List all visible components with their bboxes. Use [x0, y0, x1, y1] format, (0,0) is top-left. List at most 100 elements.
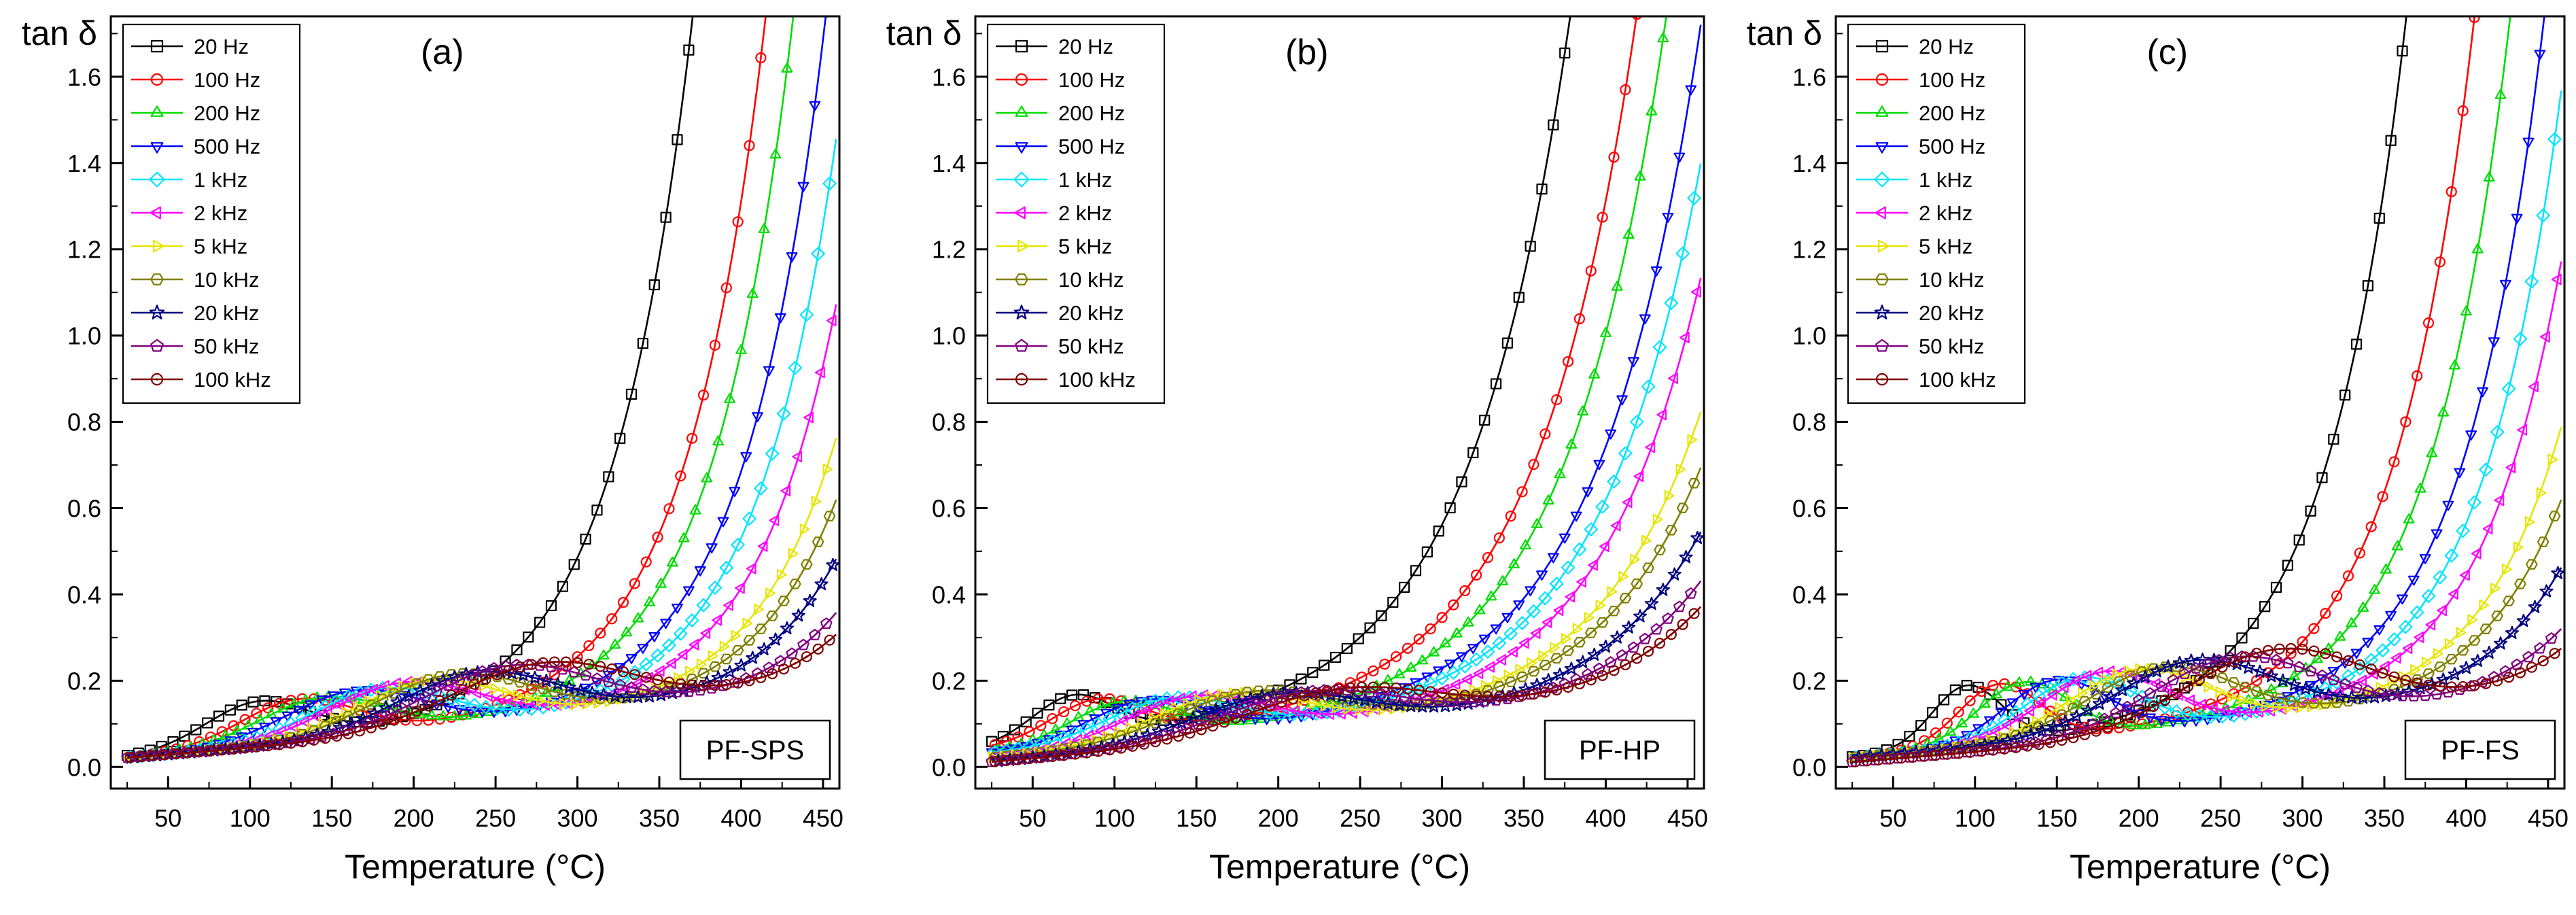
panel-a-series-5khz-point: [719, 640, 730, 653]
panel-c-legend-entry-100khz-label: 100 kHz: [1919, 368, 1996, 392]
panel-a-series-100hz-point: [697, 390, 710, 401]
panel-a-series-100khz-point-dot: [129, 756, 132, 759]
panel-c-series-100khz-point-dot: [2462, 685, 2465, 688]
panel-c-series-100khz-point-dot: [2335, 655, 2338, 658]
panel-a-series-1khz-point: [811, 247, 825, 261]
panel-a-series-100khz-point-dot: [278, 743, 281, 746]
panel-c-series-20khz: [1851, 566, 2564, 763]
panel-c-series-5khz-point: [2513, 541, 2524, 553]
panel-a-series-20khz-point: [826, 557, 839, 571]
panel-c-series-100hz-point: [2412, 370, 2423, 381]
panel-a-series-group: [121, 16, 839, 765]
panel-c-series-2khz-point: [2242, 706, 2252, 719]
panel-a-series-20khz-point: [814, 577, 829, 591]
panel-c-series-100khz-point: [2377, 668, 2388, 679]
panel-a-series-5khz-point: [502, 686, 512, 698]
panel-b-series-20hz-point: [1376, 610, 1387, 621]
panel-c-series-20khz-point: [2115, 683, 2129, 696]
panel-c-series-100khz-point-dot: [2187, 685, 2189, 688]
panel-c-series-20hz-point: [2282, 559, 2293, 571]
panel-a-series-100khz-point-dot: [633, 673, 636, 676]
panel-c-legend-entry-100khz-marker-dot: [1881, 378, 1883, 381]
panel-a-series-2khz-point: [700, 627, 711, 639]
panel-a-series-20hz-point: [591, 504, 603, 516]
panel-a-series-2khz-point: [311, 710, 321, 722]
panel-c-series-100khz-point-dot: [2060, 739, 2064, 742]
panel-a-series-20hz-point: [213, 710, 225, 722]
panel-c-series-20hz-point: [2259, 601, 2271, 612]
panel-b-series-100hz-point: [1081, 695, 1092, 707]
panel-b-series-5khz-point: [1137, 717, 1147, 729]
panel-c-series-20khz-point: [2413, 681, 2428, 695]
panel-c-series-10khz-point: [2456, 645, 2469, 656]
panel-c-series-20hz-point: [1972, 681, 1984, 693]
panel-a-series-200hz-point: [781, 62, 793, 73]
panel-c-ytick-label-0.2: 0.2: [1792, 667, 1826, 695]
panel-c-series-100khz-point: [2537, 655, 2549, 667]
panel-a-series-20khz-point: [230, 741, 244, 755]
panel-c-series-1khz-point: [2341, 669, 2356, 683]
panel-a-series-50khz-point: [637, 683, 649, 695]
panel-b-series-100hz-point: [1368, 665, 1379, 677]
panel-b-series-2khz-point: [1095, 725, 1105, 737]
panel-b-legend-entry-500hz: 500 Hz: [996, 135, 1125, 158]
panel-c-series-100khz-point-dot: [2038, 743, 2040, 746]
panel-b-series-100khz-point: [1402, 683, 1414, 695]
panel-b-series-2khz-point: [1622, 496, 1633, 508]
panel-b-series-5khz-point: [1206, 691, 1216, 703]
panel-c-series-100khz-point: [2469, 680, 2480, 691]
panel-a-series-100khz-point: [732, 677, 744, 689]
panel-b-series-50khz-point: [1261, 693, 1273, 706]
panel-b-series-20hz-point: [1032, 708, 1043, 719]
panel-c-series-5khz-point: [2250, 697, 2260, 710]
panel-c-legend-entry-100hz-label: 100 Hz: [1919, 68, 1985, 92]
panel-b-series-100khz-point: [1368, 681, 1379, 693]
panel-b-legend-entry-2khz: 2 kHz: [996, 201, 1112, 225]
panel-b-series-5khz-point: [1126, 722, 1136, 734]
panel-a-series-20hz-point: [683, 44, 695, 56]
panel-a-legend-entry-1khz: 1 kHz: [131, 168, 247, 192]
panel-a-series-100khz-point: [480, 674, 491, 685]
panel-b-series-2khz-point: [1473, 668, 1484, 679]
panel-c-series-10khz-point: [2262, 689, 2274, 701]
panel-c-series-200hz-point: [2357, 602, 2369, 612]
panel-a-series-100khz-point-dot: [415, 710, 419, 712]
panel-b-series-20khz-point: [1003, 753, 1017, 766]
panel-c-series-100khz-point-dot: [2473, 684, 2476, 687]
panel-b-series-2khz-point: [1645, 441, 1656, 453]
panel-c-series-10khz-point: [2136, 666, 2148, 677]
panel-a-series-20hz-point: [190, 724, 202, 736]
panel-a-series-100hz-point: [595, 627, 606, 639]
panel-c-legend-entry-20hz: 20 Hz: [1856, 35, 1974, 58]
panel-c-series-2khz-point: [2104, 665, 2114, 677]
panel-a-series-10khz-point: [801, 559, 813, 570]
panel-a-series-100khz-point-dot: [266, 744, 269, 747]
panel-b-series-10khz-point: [1550, 653, 1563, 664]
panel-b-series-1khz-point: [1687, 191, 1701, 205]
panel-b-series-20hz-point: [1319, 659, 1330, 671]
panel-a-series-2khz-point: [826, 315, 837, 326]
panel-c-series-10khz-point: [2503, 595, 2515, 606]
panel-b-series-500hz-point: [1536, 570, 1548, 581]
panel-c-ytick-label-0.6: 0.6: [1792, 494, 1826, 522]
panel-a-series-100khz-point-dot: [438, 700, 441, 702]
panel-b-series-100khz: [989, 606, 1702, 767]
panel-c-series-2khz-point: [2448, 588, 2458, 600]
panel-a-series-500hz-point: [339, 688, 351, 699]
panel-c-series-20khz-point: [2505, 625, 2519, 639]
panel-c-series-100khz-point-dot: [1957, 752, 1960, 755]
panel-b-series-2khz: [991, 277, 1702, 762]
panel-c-series-20khz-point: [2482, 645, 2496, 659]
panel-c-series-500hz-point: [2121, 704, 2134, 714]
panel-a-series-100khz-point: [365, 722, 377, 733]
panel-a-series-20khz-point: [184, 745, 198, 759]
panel-a-series-20khz-point: [746, 651, 760, 664]
panel-a-series-100khz-point: [331, 730, 343, 742]
panel-c-series-2khz-point: [2265, 705, 2276, 717]
panel-b-series-200hz-point: [1416, 654, 1428, 665]
panel-c-legend-entry-2khz: 2 kHz: [1856, 201, 1972, 225]
panel-a-series-100khz-point-dot: [725, 683, 728, 686]
panel-a-series-100khz-point: [744, 675, 755, 687]
panel-a-series-20hz-point: [568, 559, 580, 570]
panel-b-series-10khz-point: [1103, 733, 1116, 744]
